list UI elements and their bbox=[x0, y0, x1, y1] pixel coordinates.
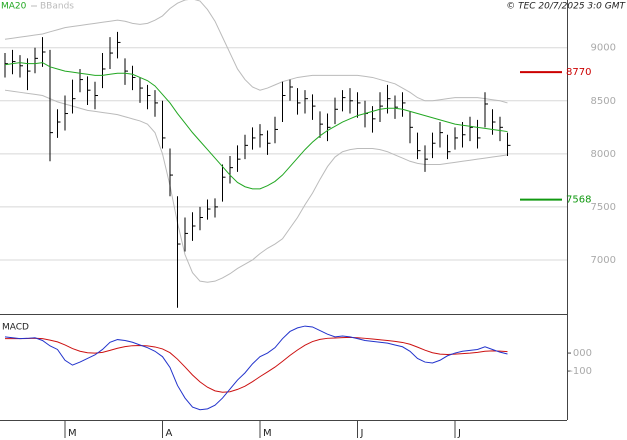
y-tick-label: 7500 bbox=[591, 202, 616, 213]
x-tick-label: J bbox=[360, 428, 364, 439]
panel-title: MACD bbox=[2, 323, 29, 333]
bband-lower bbox=[4, 89, 508, 283]
macd-line bbox=[4, 325, 508, 411]
macd-line bbox=[5, 336, 508, 393]
y-tick-label: 9000 bbox=[591, 43, 616, 54]
y-tick-label: 8500 bbox=[591, 96, 616, 107]
y-tick-label: 7000 bbox=[591, 255, 616, 266]
annotation-label: 8770 bbox=[566, 67, 591, 78]
legend-label: MA20 bbox=[1, 2, 27, 12]
x-tick-label: M bbox=[68, 428, 77, 439]
annotation-label: 7568 bbox=[566, 195, 591, 206]
y-tick-label: 000 bbox=[573, 348, 592, 359]
bband-upper bbox=[4, 0, 508, 104]
x-tick-label: M bbox=[263, 428, 272, 439]
ma-line bbox=[4, 62, 508, 190]
x-tick-label: A bbox=[166, 428, 173, 439]
source: © TEC 20/7/2025 3:0 GMT bbox=[506, 2, 626, 12]
y-tick-label: -100 bbox=[569, 366, 592, 377]
x-tick-label: J bbox=[457, 428, 461, 439]
legend-label: BBands bbox=[40, 2, 74, 12]
y-tick-label: 8000 bbox=[591, 149, 616, 160]
